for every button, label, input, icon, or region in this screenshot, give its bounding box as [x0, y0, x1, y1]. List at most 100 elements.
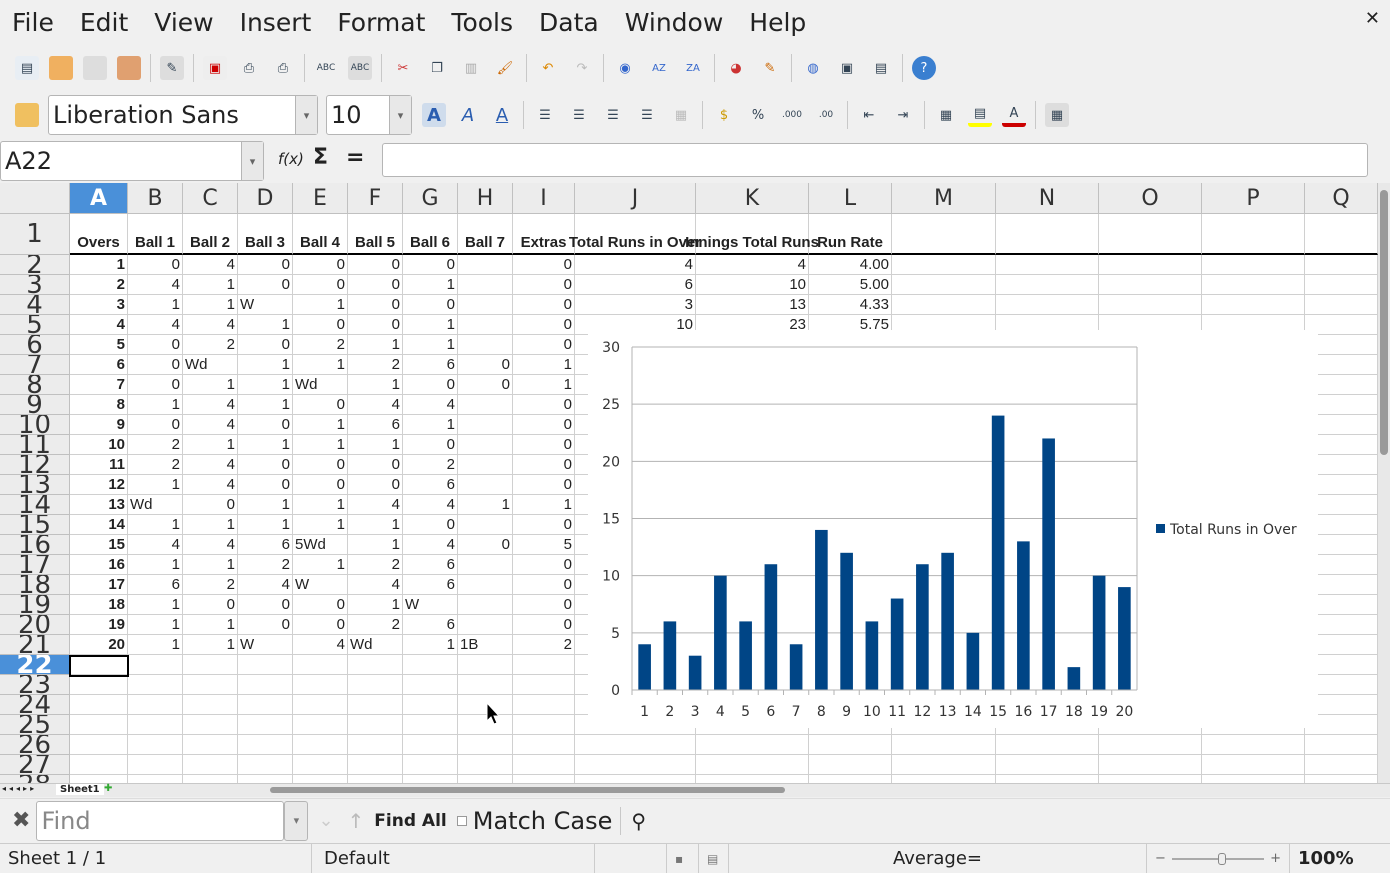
cell[interactable]: 0 — [238, 415, 293, 435]
cell[interactable] — [513, 675, 575, 695]
cell[interactable] — [70, 695, 128, 715]
cell[interactable] — [458, 615, 513, 635]
cell[interactable]: 5Wd — [293, 535, 348, 555]
row-header-12[interactable]: 12 — [0, 455, 70, 475]
cell[interactable]: 0 — [513, 615, 575, 635]
cell[interactable]: 13 — [70, 495, 128, 515]
column-header-f[interactable]: F — [348, 183, 403, 214]
italic-icon[interactable]: A — [461, 104, 475, 126]
cell[interactable] — [1305, 214, 1378, 255]
row-header-14[interactable]: 14 — [0, 495, 70, 515]
cell[interactable]: 1 — [183, 615, 238, 635]
cell[interactable] — [892, 775, 996, 783]
cell[interactable]: 1 — [293, 415, 348, 435]
cell[interactable]: 0 — [348, 475, 403, 495]
cell[interactable]: 1 — [128, 595, 183, 615]
cell[interactable]: 2 — [128, 435, 183, 455]
chevron-down-icon[interactable]: ▾ — [241, 142, 263, 180]
cell[interactable]: 13 — [696, 295, 809, 315]
cell[interactable]: 4 — [403, 535, 458, 555]
cell[interactable] — [1202, 755, 1305, 775]
cell[interactable]: 0 — [403, 255, 458, 275]
cell[interactable]: 3 — [575, 295, 696, 315]
font-size-box[interactable]: 10 ▾ — [326, 95, 412, 135]
hyperlink-icon[interactable]: ◉ — [619, 60, 631, 76]
cell[interactable] — [458, 595, 513, 615]
close-find-icon[interactable]: ✖ — [12, 808, 31, 833]
cell[interactable] — [458, 755, 513, 775]
cell[interactable]: 1 — [513, 495, 575, 515]
row-header-6[interactable]: 6 — [0, 335, 70, 355]
menu-edit[interactable]: Edit — [79, 7, 129, 37]
cell[interactable] — [996, 275, 1099, 295]
cell[interactable]: 4 — [238, 575, 293, 595]
find-next-icon[interactable]: ⌄ — [318, 810, 334, 831]
cell[interactable] — [696, 775, 809, 783]
menu-insert[interactable]: Insert — [239, 7, 312, 37]
insert-chart-icon[interactable]: ◕ — [730, 60, 742, 76]
cell[interactable] — [1305, 515, 1378, 535]
cell[interactable]: 6 — [348, 415, 403, 435]
column-header-h[interactable]: H — [458, 183, 513, 214]
styles-icon[interactable] — [15, 103, 39, 127]
cell[interactable] — [1305, 355, 1378, 375]
row-header-13[interactable]: 13 — [0, 475, 70, 495]
cell[interactable] — [458, 735, 513, 755]
navigator-icon[interactable]: ◍ — [807, 60, 819, 76]
column-title[interactable]: Total Runs in Over — [569, 214, 701, 255]
cell[interactable]: 1 — [238, 315, 293, 335]
cell[interactable] — [1305, 275, 1378, 295]
find-history-dropdown[interactable]: ▾ — [284, 800, 309, 841]
find-replace-icon[interactable]: ⚲ — [631, 808, 646, 833]
cell[interactable] — [996, 735, 1099, 755]
cell[interactable]: 20 — [70, 635, 128, 655]
cell[interactable]: 6 — [403, 555, 458, 575]
cell[interactable] — [1305, 575, 1378, 595]
cell[interactable]: 1 — [293, 515, 348, 535]
font-color-icon[interactable]: A — [1002, 103, 1026, 127]
edit-file-icon[interactable]: ✎ — [160, 56, 184, 80]
cell[interactable]: 0 — [293, 315, 348, 335]
select-all-corner[interactable] — [0, 183, 70, 214]
borders-icon[interactable]: ▦ — [939, 107, 953, 123]
cell[interactable] — [458, 575, 513, 595]
cell[interactable] — [458, 475, 513, 495]
cell[interactable] — [128, 675, 183, 695]
align-right-icon[interactable]: ☰ — [607, 107, 619, 123]
cell[interactable]: 18 — [70, 595, 128, 615]
column-header-g[interactable]: G — [403, 183, 458, 214]
cell[interactable] — [458, 315, 513, 335]
cell[interactable]: 2 — [403, 455, 458, 475]
cell[interactable] — [996, 214, 1099, 255]
cell[interactable] — [892, 275, 996, 295]
cell[interactable] — [1099, 295, 1202, 315]
cell[interactable]: 2 — [183, 335, 238, 355]
cell[interactable] — [575, 755, 696, 775]
autospellcheck-icon[interactable]: ABC — [348, 56, 372, 80]
cell[interactable]: 0 — [128, 355, 183, 375]
cell[interactable]: 5 — [70, 335, 128, 355]
cell[interactable] — [1305, 415, 1378, 435]
page-style[interactable]: Default — [312, 844, 595, 873]
column-header-d[interactable]: D — [238, 183, 293, 214]
cell[interactable] — [1202, 255, 1305, 275]
sum-icon[interactable]: Σ — [313, 145, 329, 170]
cell[interactable]: 1 — [183, 295, 238, 315]
formula-input[interactable] — [382, 143, 1368, 177]
column-title[interactable]: Overs — [70, 214, 128, 255]
cell[interactable]: 1 — [70, 255, 128, 275]
cell[interactable] — [1305, 715, 1378, 735]
row-header-23[interactable]: 23 — [0, 675, 70, 695]
cell[interactable]: 6 — [403, 575, 458, 595]
cell[interactable] — [348, 735, 403, 755]
cell[interactable] — [458, 455, 513, 475]
cell[interactable] — [403, 775, 458, 783]
cell[interactable]: 10 — [696, 275, 809, 295]
row-header-5[interactable]: 5 — [0, 315, 70, 335]
bold-icon[interactable]: A — [422, 103, 446, 127]
cell[interactable] — [575, 775, 696, 783]
cell[interactable] — [293, 775, 348, 783]
cell[interactable]: 4 — [128, 535, 183, 555]
cell[interactable] — [1305, 315, 1378, 335]
cell[interactable] — [128, 735, 183, 755]
